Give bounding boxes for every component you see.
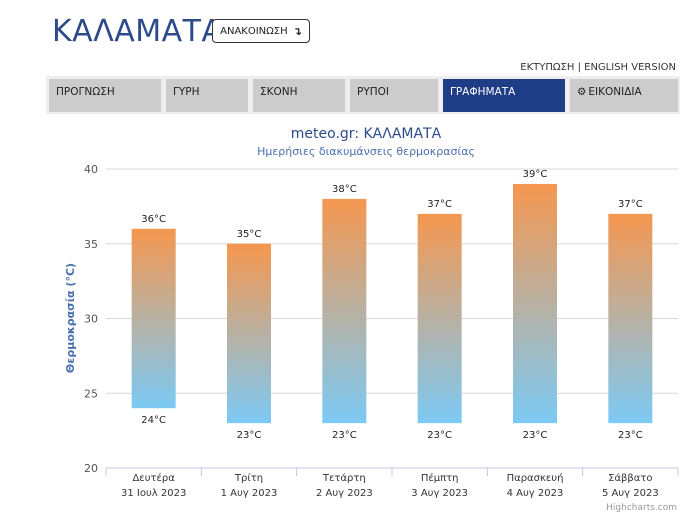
main-tabs: ΠΡΟΓΝΩΣΗ ΓΥΡΗ ΣΚΟΝΗ ΡΥΠΟΙ ΓΡΑΦΗΜΑΤΑ ⚙ ΕΙΚ… [46, 76, 680, 114]
temperature-bar [417, 213, 462, 424]
tab-label: ΓΥΡΗ [173, 86, 200, 98]
top-links: ΕΚΤΥΠΩΣΗ | ENGLISH VERSION [520, 62, 676, 73]
low-temp-label: 23°C [427, 430, 452, 441]
y-tick-label: 30 [84, 313, 98, 326]
chart-subtitle: Ημερήσιες διακυμάνσεις θερμοκρασίας [257, 145, 475, 158]
tab-pollen[interactable]: ΓΥΡΗ [166, 79, 248, 112]
page-title: ΚΑΛΑΜΑΤΑ [52, 14, 223, 49]
x-tick-label-day: Τετάρτη [322, 472, 366, 484]
high-temp-label: 38°C [332, 184, 357, 195]
tab-charts[interactable]: ΓΡΑΦΗΜΑΤΑ [443, 79, 565, 112]
chart-title: meteo.gr: ΚΑΛΑΜΑΤΑ [291, 126, 442, 142]
x-tick-label-date: 3 Αυγ 2023 [411, 488, 468, 499]
high-temp-label: 35°C [237, 229, 262, 240]
low-temp-label: 23°C [332, 430, 357, 441]
tab-label: ΡΥΠΟΙ [357, 86, 390, 98]
low-temp-label: 23°C [618, 430, 643, 441]
gear-icon: ⚙ [577, 86, 587, 98]
arrow-down-corner-icon: ↴ [292, 24, 302, 38]
temperature-bar [322, 198, 367, 424]
x-tick-label-day: Πέμπτη [421, 472, 459, 484]
announcement-label: ΑΝΑΚΟΙΝΩΣΗ [220, 25, 288, 37]
x-tick-label-date: 2 Αυγ 2023 [316, 488, 373, 499]
x-tick-label-day: Σάββατο [608, 472, 652, 484]
y-axis-label: Θερμοκρασία (°C) [64, 263, 77, 373]
temperature-bar [131, 228, 176, 409]
tab-label: ΣΚΟΝΗ [260, 86, 298, 98]
print-link[interactable]: ΕΚΤΥΠΩΣΗ [520, 62, 575, 73]
announcement-button[interactable]: ΑΝΑΚΟΙΝΩΣΗ ↴ [212, 19, 310, 43]
y-tick-label: 40 [84, 163, 98, 176]
temperature-bar [227, 243, 271, 424]
tab-label: ΕΙΚΟΝΙΔΙΑ [588, 86, 642, 98]
low-temp-label: 23°C [237, 430, 262, 441]
x-tick-label-date: 31 Ιουλ 2023 [121, 488, 186, 499]
x-tick-label-day: Δευτέρα [132, 472, 175, 484]
x-tick-label-day: Παρασκευή [507, 472, 564, 484]
high-temp-label: 37°C [618, 199, 643, 210]
tab-icons[interactable]: ⚙ ΕΙΚΟΝΙΔΙΑ [570, 79, 678, 112]
high-temp-label: 36°C [141, 214, 166, 225]
x-tick-label-date: 1 Αυγ 2023 [221, 488, 278, 499]
temperature-bar [513, 183, 557, 424]
english-version-link[interactable]: ENGLISH VERSION [584, 62, 676, 73]
high-temp-label: 39°C [523, 169, 548, 180]
y-tick-label: 20 [84, 462, 98, 475]
temperature-bar [608, 213, 653, 424]
low-temp-label: 23°C [523, 430, 548, 441]
x-tick-label-date: 4 Αυγ 2023 [507, 488, 564, 499]
x-tick-label-day: Τρίτη [234, 472, 263, 484]
link-separator: | [577, 62, 581, 73]
tab-pollutants[interactable]: ΡΥΠΟΙ [350, 79, 438, 112]
highcharts-credit[interactable]: Highcharts.com [606, 503, 677, 513]
tab-forecast[interactable]: ΠΡΟΓΝΩΣΗ [49, 79, 161, 112]
y-tick-label: 25 [84, 387, 98, 400]
tab-label: ΓΡΑΦΗΜΑΤΑ [450, 86, 516, 98]
tab-label: ΠΡΟΓΝΩΣΗ [56, 86, 115, 98]
low-temp-label: 24°C [141, 415, 166, 426]
high-temp-label: 37°C [427, 199, 452, 210]
y-tick-label: 35 [84, 238, 98, 251]
tab-dust[interactable]: ΣΚΟΝΗ [253, 79, 345, 112]
x-tick-label-date: 5 Αυγ 2023 [602, 488, 659, 499]
